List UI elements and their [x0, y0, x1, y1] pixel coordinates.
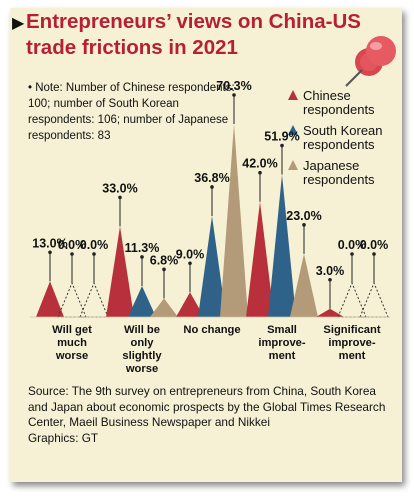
category-label: only — [131, 337, 155, 349]
legend-swatch — [288, 125, 298, 135]
value-label: 42.0% — [242, 157, 277, 171]
bar-triangle — [198, 215, 226, 317]
source-note: Source: The 9th survey on entrepreneurs … — [28, 384, 388, 446]
leader-dot — [188, 261, 192, 266]
category-label: much — [57, 337, 87, 349]
leader-dot — [70, 252, 74, 256]
bar-triangle — [268, 174, 296, 317]
category-label: Will get — [52, 324, 92, 336]
respondent-note: • Note: Number of Chinese respondents: 1… — [28, 82, 235, 142]
category-label: ment — [269, 350, 296, 362]
chart-marks: 13.0%0.0%0.0%Will getmuchworse33.0%11.3%… — [30, 79, 390, 375]
source-text: Source: The 9th survey on entrepreneurs … — [28, 384, 386, 429]
category-label: Will be — [124, 324, 160, 336]
legend-label: South Korean — [303, 123, 383, 138]
graphics-credit: Graphics: GT — [28, 430, 99, 445]
category-label: slightly — [122, 350, 162, 362]
leader-dot — [92, 252, 96, 256]
bar-triangle — [290, 253, 318, 317]
leader-dot — [302, 223, 306, 227]
leader-dot — [162, 267, 166, 272]
value-label: 0.0% — [58, 238, 87, 252]
infographic-card — [10, 8, 402, 482]
leader-dot — [372, 252, 376, 256]
category-label: improve- — [328, 337, 376, 349]
leader-dot — [118, 195, 122, 200]
leader-dot — [280, 143, 284, 148]
bar-triangle — [316, 308, 344, 317]
legend-label: Japanese — [303, 158, 359, 173]
value-label: 0.0% — [80, 238, 109, 252]
value-label: 11.3% — [125, 241, 160, 255]
legend-label: respondents — [303, 137, 375, 152]
value-label: 33.0% — [102, 181, 137, 195]
legend-label: Chinese — [303, 88, 351, 103]
legend-swatch — [288, 160, 298, 170]
value-label: 51.9% — [264, 130, 299, 144]
bar-triangle — [150, 298, 178, 317]
leader-dot — [48, 250, 52, 255]
bar-triangle — [220, 124, 248, 317]
value-label: 13.0% — [32, 236, 67, 250]
bar-triangle — [246, 201, 274, 317]
category-label: worse — [55, 350, 88, 362]
pushpin-icon — [345, 36, 396, 87]
category-label: improve- — [258, 337, 306, 349]
legend-label: respondents — [303, 172, 375, 187]
bar-triangle — [128, 285, 156, 317]
leader-dot — [232, 93, 236, 97]
category-label: No change — [183, 324, 240, 336]
value-label: 36.8% — [194, 171, 229, 185]
value-label: 23.0% — [286, 209, 321, 223]
bar-triangle — [176, 292, 204, 317]
bar-triangle — [106, 226, 134, 317]
leader-dot — [258, 170, 262, 175]
category-label: ment — [339, 350, 366, 362]
value-label: 0.0% — [360, 238, 389, 252]
leader-dot — [140, 255, 144, 259]
value-label: 3.0% — [316, 264, 345, 278]
legend-swatch — [288, 90, 298, 100]
leader-dot — [328, 277, 332, 282]
category-label: worse — [125, 363, 158, 375]
value-label: 0.0% — [338, 238, 367, 252]
legend-label: respondents — [303, 102, 375, 117]
leader-dot — [210, 185, 214, 189]
title-arrow-icon: ▶ — [12, 15, 25, 32]
leader-dot — [350, 252, 354, 256]
value-label: 6.8% — [150, 253, 179, 267]
bar-triangle — [36, 281, 64, 317]
chart-title-line-2: trade frictions in 2021 — [26, 36, 238, 59]
category-label: Small — [267, 324, 297, 336]
value-label: 70.3% — [216, 79, 251, 93]
category-label: Significant — [323, 324, 380, 336]
value-label: 9.0% — [176, 247, 205, 261]
chart-title-line-1: Entrepreneurs’ views on China-US — [26, 10, 361, 33]
